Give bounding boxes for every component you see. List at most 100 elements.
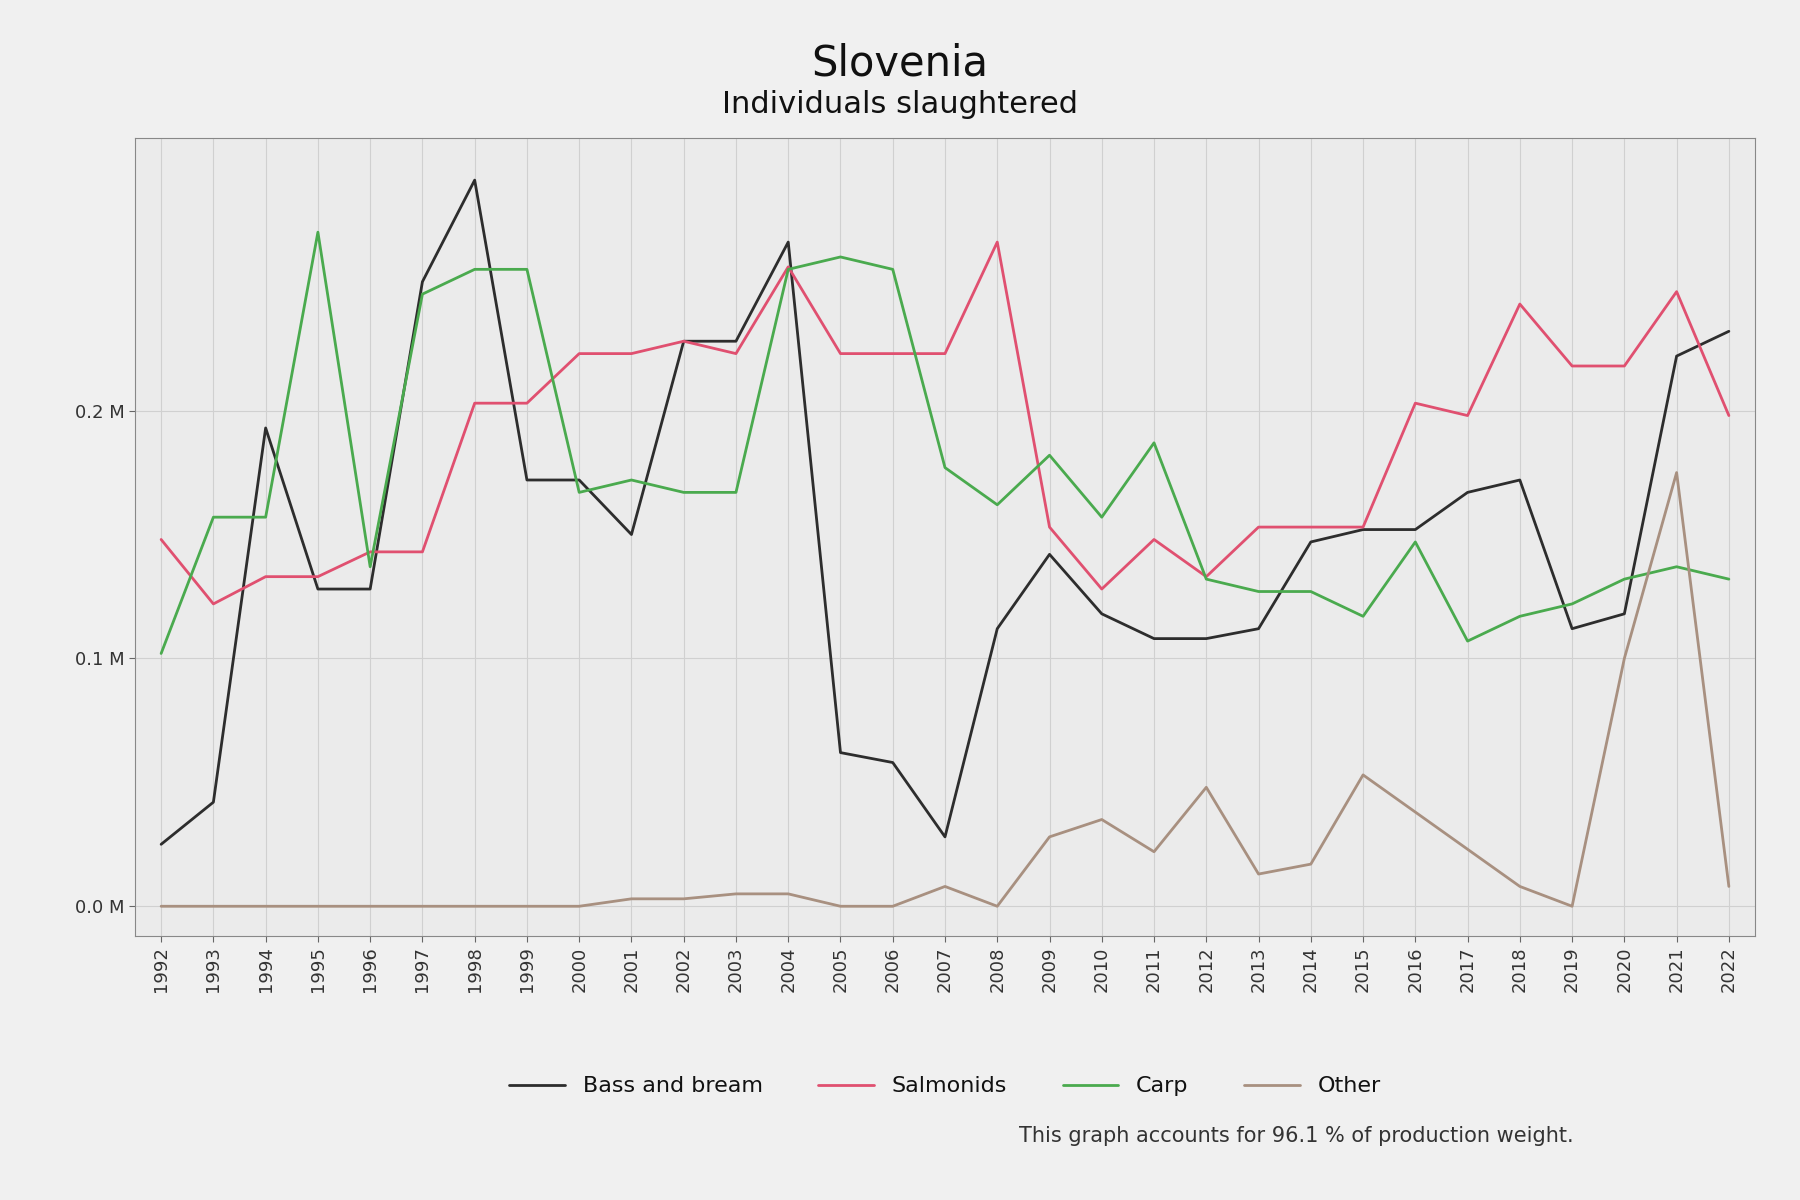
Bass and bream (1247, 622, 1269, 636)
Salmonids (1143, 533, 1165, 547)
Bass and bream (1665, 349, 1687, 364)
Other (725, 887, 747, 901)
Bass and bream (1508, 473, 1530, 487)
Salmonids (203, 596, 225, 611)
Bass and bream (1456, 485, 1478, 499)
Other (1247, 866, 1269, 881)
Legend: Bass and bream, Salmonids, Carp, Other: Bass and bream, Salmonids, Carp, Other (500, 1067, 1390, 1104)
Carp (1717, 572, 1739, 587)
Salmonids (569, 347, 590, 361)
Carp (412, 287, 434, 301)
Salmonids (1352, 520, 1373, 534)
Other (1665, 466, 1687, 480)
Other (986, 899, 1008, 913)
Bass and bream (308, 582, 329, 596)
Salmonids (151, 533, 173, 547)
Carp (621, 473, 643, 487)
Other (830, 899, 851, 913)
Bass and bream (1561, 622, 1582, 636)
Salmonids (1717, 408, 1739, 422)
Other (569, 899, 590, 913)
Carp (778, 262, 799, 276)
Bass and bream (1143, 631, 1165, 646)
Salmonids (360, 545, 382, 559)
Other (1300, 857, 1321, 871)
Carp (1247, 584, 1269, 599)
Salmonids (1300, 520, 1321, 534)
Other (1143, 845, 1165, 859)
Carp (1195, 572, 1217, 587)
Bass and bream (986, 622, 1008, 636)
Other (412, 899, 434, 913)
Other (1404, 805, 1426, 820)
Salmonids (517, 396, 538, 410)
Bass and bream (1195, 631, 1217, 646)
Bass and bream (1039, 547, 1060, 562)
Text: Individuals slaughtered: Individuals slaughtered (722, 90, 1078, 119)
Bass and bream (778, 235, 799, 250)
Line: Carp: Carp (162, 232, 1728, 654)
Other (517, 899, 538, 913)
Carp (203, 510, 225, 524)
Salmonids (1613, 359, 1634, 373)
Other (1091, 812, 1112, 827)
Other (308, 899, 329, 913)
Carp (934, 461, 956, 475)
Carp (1091, 510, 1112, 524)
Other (256, 899, 277, 913)
Other (464, 899, 486, 913)
Carp (1613, 572, 1634, 587)
Other (203, 899, 225, 913)
Salmonids (830, 347, 851, 361)
Carp (256, 510, 277, 524)
Bass and bream (203, 794, 225, 809)
Bass and bream (725, 334, 747, 348)
Carp (830, 250, 851, 264)
Bass and bream (1091, 607, 1112, 622)
Carp (151, 647, 173, 661)
Text: Slovenia: Slovenia (812, 42, 988, 84)
Carp (360, 559, 382, 574)
Bass and bream (517, 473, 538, 487)
Bass and bream (151, 838, 173, 852)
Line: Other: Other (162, 473, 1728, 906)
Carp (517, 262, 538, 276)
Carp (1404, 535, 1426, 550)
Other (151, 899, 173, 913)
Salmonids (1247, 520, 1269, 534)
Salmonids (1039, 520, 1060, 534)
Salmonids (1665, 284, 1687, 299)
Bass and bream (412, 275, 434, 289)
Salmonids (256, 570, 277, 584)
Salmonids (1091, 582, 1112, 596)
Carp (1352, 610, 1373, 624)
Carp (725, 485, 747, 499)
Other (621, 892, 643, 906)
Other (1352, 768, 1373, 782)
Bass and bream (673, 334, 695, 348)
Carp (464, 262, 486, 276)
Bass and bream (934, 829, 956, 844)
Salmonids (1195, 570, 1217, 584)
Bass and bream (464, 173, 486, 187)
Carp (569, 485, 590, 499)
Bass and bream (1300, 535, 1321, 550)
Bass and bream (256, 421, 277, 436)
Carp (1039, 448, 1060, 462)
Carp (1143, 436, 1165, 450)
Carp (986, 498, 1008, 512)
Salmonids (1561, 359, 1582, 373)
Salmonids (1456, 408, 1478, 422)
Salmonids (986, 235, 1008, 250)
Salmonids (621, 347, 643, 361)
Bass and bream (569, 473, 590, 487)
Bass and bream (621, 527, 643, 541)
Other (778, 887, 799, 901)
Line: Salmonids: Salmonids (162, 242, 1728, 604)
Other (673, 892, 695, 906)
Other (934, 880, 956, 894)
Salmonids (1404, 396, 1426, 410)
Text: This graph accounts for 96.1 % of production weight.: This graph accounts for 96.1 % of produc… (1019, 1126, 1573, 1146)
Bass and bream (1613, 607, 1634, 622)
Line: Bass and bream: Bass and bream (162, 180, 1728, 845)
